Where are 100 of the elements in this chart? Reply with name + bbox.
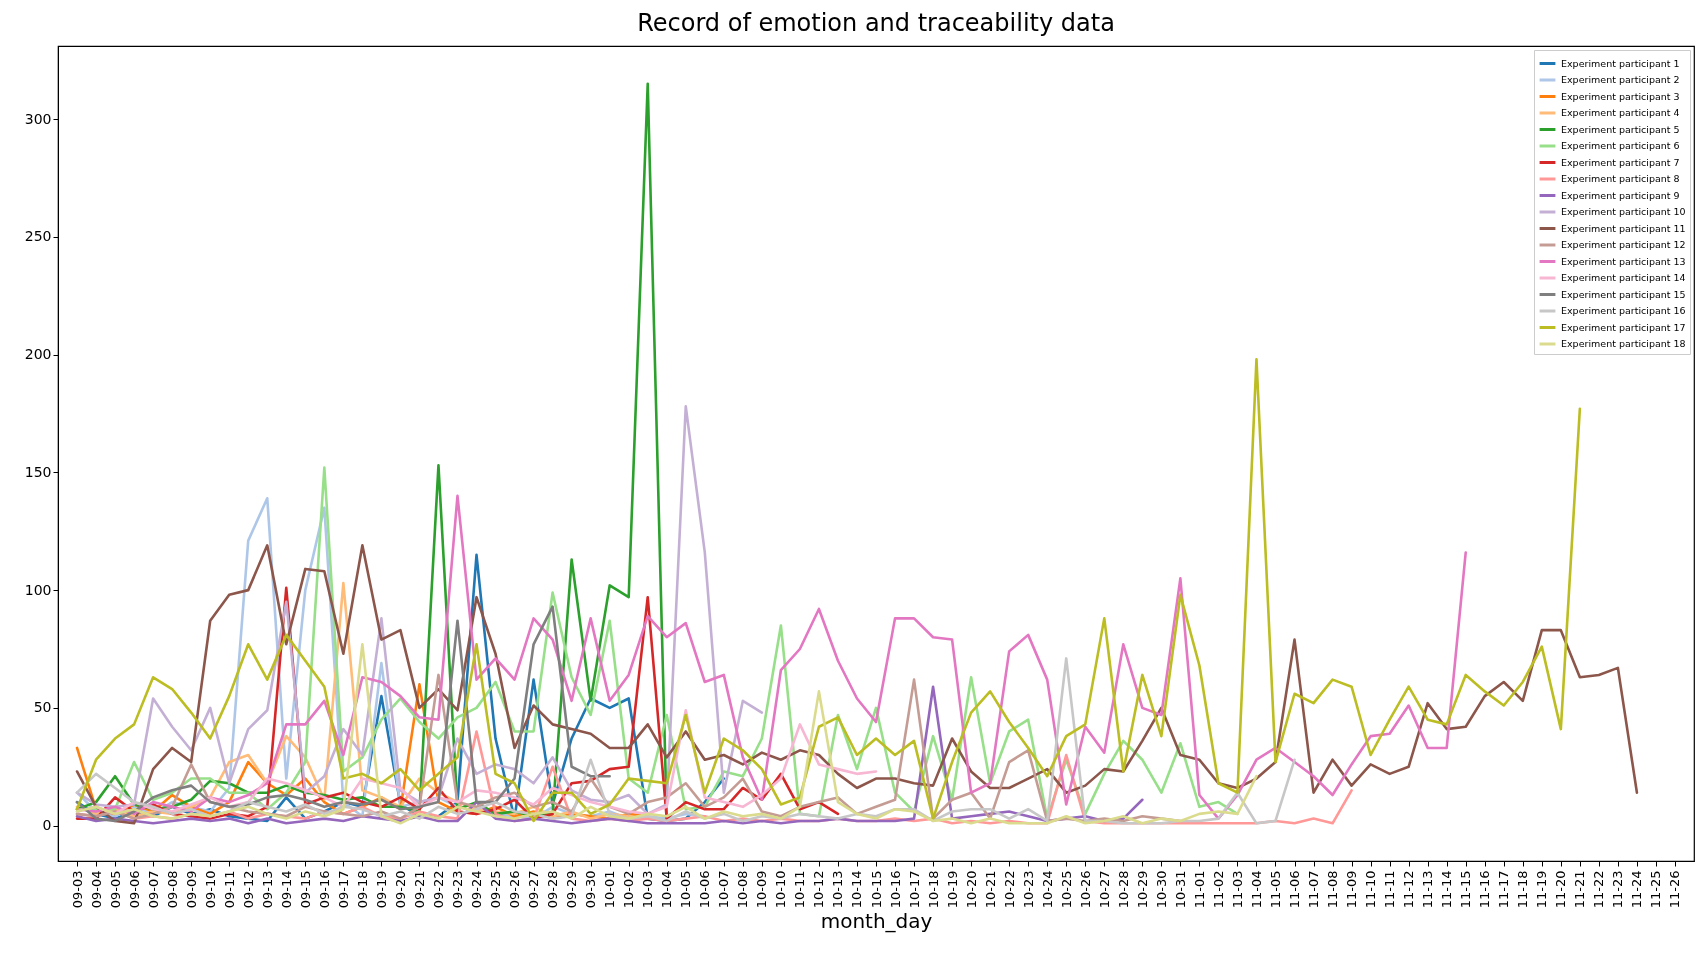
x-tick-label: 10-23 — [1020, 870, 1036, 909]
x-tick-label: 09-26 — [507, 870, 523, 909]
x-tick-label: 09-05 — [107, 870, 123, 909]
x-tick-label: 09-03 — [69, 870, 85, 909]
x-tick-label: 09-22 — [430, 870, 446, 909]
legend-label: Experiment participant 10 — [1561, 206, 1686, 217]
legend-label: Experiment participant 15 — [1561, 288, 1686, 300]
x-tick-label: 09-08 — [164, 870, 180, 909]
x-tick-label: 11-14 — [1439, 870, 1455, 909]
y-tick-label: 50 — [33, 699, 52, 716]
legend-label: Experiment participant 1 — [1561, 57, 1680, 69]
x-tick-label: 10-04 — [659, 870, 675, 909]
x-tick-label: 10-15 — [868, 870, 884, 909]
x-tick-label: 10-30 — [1153, 870, 1169, 909]
x-tick-label: 11-11 — [1382, 870, 1398, 909]
x-tick-label: 11-17 — [1496, 870, 1512, 909]
x-tick-label: 10-12 — [811, 870, 827, 909]
x-tick-label: 11-15 — [1458, 870, 1474, 909]
x-tick-label: 09-27 — [526, 870, 542, 909]
x-tick-label: 09-20 — [392, 870, 408, 909]
x-tick-label: 10-03 — [640, 870, 656, 909]
legend-label: Experiment participant 9 — [1561, 189, 1680, 201]
x-tick-label: 09-23 — [449, 870, 465, 909]
x-tick-label: 11-24 — [1629, 870, 1645, 909]
x-tick-label: 09-18 — [354, 870, 370, 909]
x-tick-label: 11-12 — [1401, 870, 1417, 909]
x-tick-label: 11-19 — [1534, 870, 1550, 909]
x-tick-label: 09-07 — [145, 870, 161, 909]
x-tick-label: 10-11 — [792, 870, 808, 909]
x-tick-label: 09-17 — [335, 870, 351, 909]
x-tick-label: 10-06 — [697, 870, 713, 909]
x-tick-label: 10-29 — [1134, 870, 1150, 909]
legend-label: Experiment participant 17 — [1561, 321, 1686, 333]
legend-label: Experiment participant 5 — [1561, 123, 1680, 135]
x-tick-label: 11-21 — [1572, 870, 1588, 909]
x-tick-label: 11-01 — [1191, 870, 1207, 909]
x-tick-label: 11-23 — [1610, 870, 1626, 909]
x-tick-label: 10-19 — [944, 870, 960, 909]
x-tick-label: 09-28 — [545, 870, 561, 909]
x-tick-label: 10-13 — [830, 870, 846, 909]
x-tick-label: 10-24 — [1039, 870, 1055, 909]
x-tick-label: 09-25 — [488, 870, 504, 909]
x-tick-label: 10-25 — [1058, 870, 1074, 909]
x-tick-label: 10-05 — [678, 870, 694, 909]
x-tick-label: 10-28 — [1115, 870, 1131, 909]
x-tick-label: 09-14 — [278, 870, 294, 909]
x-tick-label: 10-07 — [716, 870, 732, 909]
x-tick-label: 10-01 — [602, 870, 618, 909]
legend-label: Experiment participant 6 — [1561, 140, 1680, 151]
x-tick-label: 11-25 — [1648, 870, 1664, 909]
x-tick-label: 09-13 — [259, 870, 275, 909]
legend-label: Experiment participant 11 — [1561, 222, 1686, 234]
x-tick-label: 10-26 — [1077, 870, 1093, 909]
chart-title: Record of emotion and traceability data — [637, 9, 1115, 37]
x-tick-label: 11-09 — [1344, 870, 1360, 909]
x-tick-label: 09-06 — [126, 870, 142, 909]
x-tick-label: 11-10 — [1363, 870, 1379, 909]
x-tick-label: 10-27 — [1096, 870, 1112, 909]
legend-label: Experiment participant 7 — [1561, 156, 1680, 168]
x-tick-label: 09-24 — [469, 870, 485, 909]
x-tick-label: 10-16 — [887, 870, 903, 909]
x-tick-label: 09-19 — [373, 870, 389, 909]
x-tick-label: 11-18 — [1515, 870, 1531, 909]
y-tick-label: 250 — [24, 228, 52, 245]
y-tick-label: 100 — [24, 581, 52, 598]
x-tick-label: 10-18 — [925, 870, 941, 909]
x-tick-label: 11-05 — [1267, 870, 1283, 909]
x-tick-label: 10-22 — [1001, 870, 1017, 909]
x-tick-label: 11-03 — [1229, 870, 1245, 909]
x-tick-label: 10-10 — [773, 870, 789, 909]
legend-label: Experiment participant 3 — [1561, 90, 1680, 102]
x-tick-label: 09-09 — [183, 870, 199, 909]
x-tick-label: 11-07 — [1306, 870, 1322, 909]
x-axis-title: month_day — [820, 909, 933, 934]
x-tick-label: 11-08 — [1325, 870, 1341, 909]
legend-label: Experiment participant 13 — [1561, 255, 1686, 267]
y-tick-label: 0 — [42, 817, 52, 834]
x-tick-label: 09-10 — [202, 870, 218, 909]
legend-label: Experiment participant 8 — [1561, 173, 1680, 184]
legend-label: Experiment participant 14 — [1561, 272, 1686, 283]
x-tick-label: 09-11 — [221, 870, 237, 909]
x-tick-label: 11-13 — [1420, 870, 1436, 909]
x-tick-label: 09-12 — [240, 870, 256, 909]
x-tick-label: 09-29 — [564, 870, 580, 909]
legend-label: Experiment participant 18 — [1561, 338, 1686, 349]
x-tick-label: 11-04 — [1248, 870, 1264, 909]
y-tick-label: 200 — [24, 346, 52, 363]
x-tick-label: 09-04 — [88, 870, 104, 909]
x-tick-label: 10-20 — [963, 870, 979, 909]
x-tick-label: 10-31 — [1172, 870, 1188, 909]
x-tick-label: 10-08 — [735, 870, 751, 909]
x-tick-label: 11-06 — [1287, 870, 1303, 909]
legend-label: Experiment participant 2 — [1561, 74, 1680, 85]
legend-label: Experiment participant 16 — [1561, 305, 1686, 316]
legend-label: Experiment participant 12 — [1561, 239, 1686, 250]
x-tick-label: 10-14 — [849, 870, 865, 909]
x-tick-label: 10-02 — [621, 870, 637, 909]
x-tick-label: 11-02 — [1210, 870, 1226, 909]
x-tick-label: 10-09 — [754, 870, 770, 909]
x-tick-label: 09-15 — [297, 870, 313, 909]
